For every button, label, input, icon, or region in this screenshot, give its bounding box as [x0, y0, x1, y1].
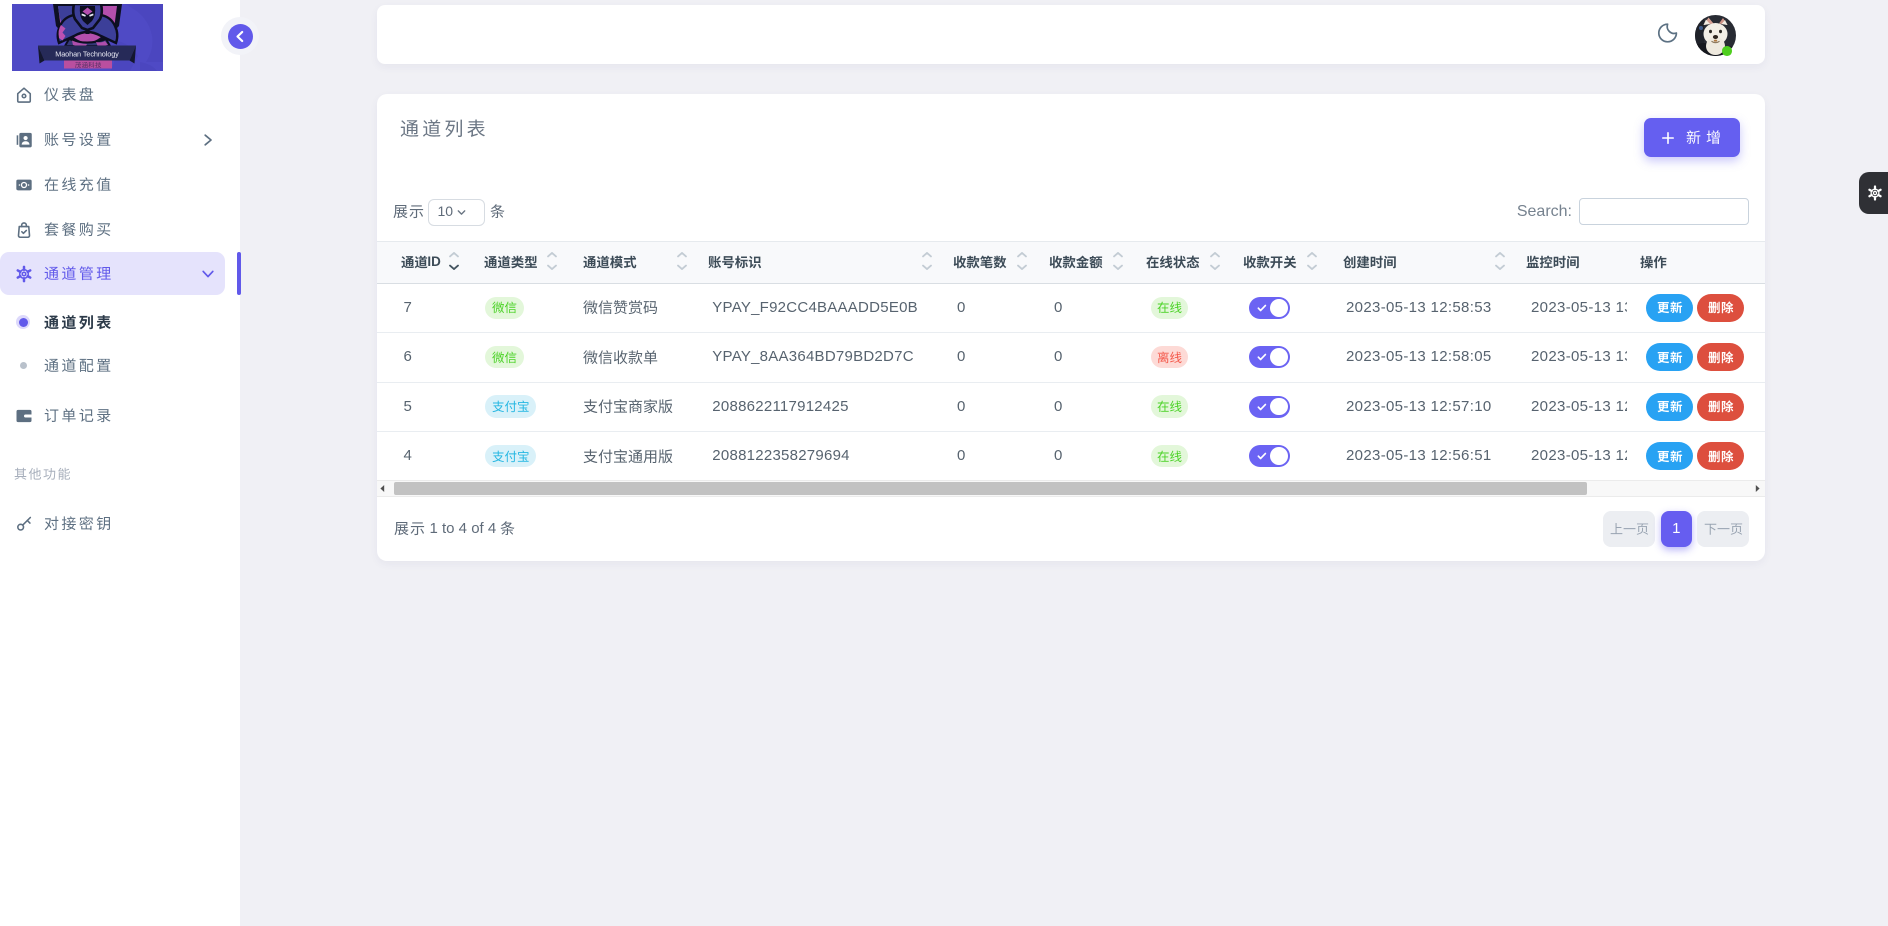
svg-text:Maohan Technology: Maohan Technology [55, 50, 119, 59]
